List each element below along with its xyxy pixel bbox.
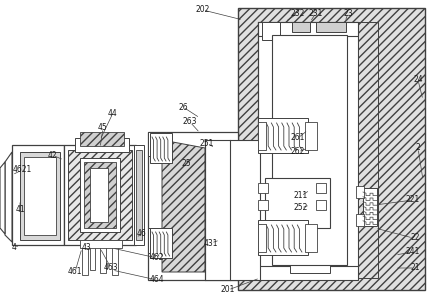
Text: 45: 45 [98, 124, 108, 132]
Bar [136, 150, 142, 240]
Text: 241: 241 [406, 248, 420, 257]
Bar [363, 188, 377, 226]
Bar [75, 138, 129, 152]
Text: 231: 231 [309, 8, 323, 18]
Bar [258, 22, 358, 36]
Bar [24, 157, 56, 235]
Text: 25: 25 [181, 158, 191, 168]
Bar [20, 152, 60, 240]
Bar [258, 224, 266, 252]
Bar [272, 35, 347, 265]
Text: 24: 24 [413, 75, 423, 85]
Bar [258, 118, 308, 153]
Text: 252: 252 [294, 204, 308, 212]
Text: 2: 2 [416, 144, 420, 152]
Bar [316, 200, 326, 210]
Bar [90, 245, 95, 270]
Text: 22: 22 [410, 234, 420, 242]
Text: 26: 26 [178, 102, 188, 112]
Bar [265, 178, 330, 228]
Bar [150, 133, 172, 163]
Bar [205, 140, 260, 280]
Bar [68, 150, 132, 240]
Bar [148, 132, 238, 280]
Bar [80, 132, 124, 146]
Text: 232: 232 [291, 8, 305, 18]
Bar [316, 22, 346, 32]
Bar [258, 183, 268, 193]
Text: 43: 43 [82, 244, 92, 252]
Bar [258, 266, 358, 280]
Text: 262: 262 [291, 148, 305, 157]
Bar [148, 228, 166, 253]
Bar [258, 220, 308, 255]
Text: 464: 464 [150, 275, 164, 285]
Text: 461: 461 [68, 268, 82, 277]
Text: 21: 21 [410, 264, 420, 272]
Text: 221: 221 [406, 195, 420, 205]
Bar [358, 22, 378, 278]
Text: 201: 201 [221, 285, 235, 295]
Bar [84, 162, 116, 228]
Polygon shape [0, 162, 5, 234]
Bar [258, 122, 266, 150]
Text: 42: 42 [47, 151, 57, 159]
Text: 46: 46 [137, 228, 147, 238]
Text: 431: 431 [204, 238, 218, 248]
Bar [150, 228, 172, 258]
Bar [316, 183, 326, 193]
Text: 211: 211 [294, 191, 308, 201]
Bar [305, 224, 317, 252]
Text: 462: 462 [150, 254, 164, 262]
Bar [112, 245, 118, 275]
Text: 4621: 4621 [12, 165, 32, 175]
Text: 261: 261 [291, 134, 305, 142]
Text: 251: 251 [200, 138, 214, 148]
Bar [305, 122, 317, 150]
Text: 44: 44 [108, 108, 118, 118]
Bar [292, 22, 310, 32]
Text: 23: 23 [343, 8, 353, 18]
Text: 263: 263 [183, 118, 197, 126]
Bar [262, 22, 280, 40]
Polygon shape [5, 152, 12, 242]
Text: 41: 41 [15, 205, 25, 215]
Text: 4: 4 [12, 244, 16, 252]
Bar [90, 168, 108, 222]
Bar [148, 132, 166, 156]
Bar [12, 145, 64, 245]
Bar [80, 240, 122, 248]
Bar [258, 200, 268, 210]
Bar [134, 145, 144, 245]
Bar [64, 145, 136, 245]
Bar [80, 158, 120, 232]
Bar [290, 258, 330, 273]
Text: 463: 463 [104, 264, 118, 272]
Bar [238, 8, 425, 290]
Bar [258, 22, 358, 278]
Bar [82, 245, 88, 275]
Bar [356, 214, 364, 226]
Bar [100, 245, 106, 273]
Bar [356, 186, 364, 198]
Polygon shape [162, 140, 205, 272]
Text: 202: 202 [196, 5, 210, 15]
